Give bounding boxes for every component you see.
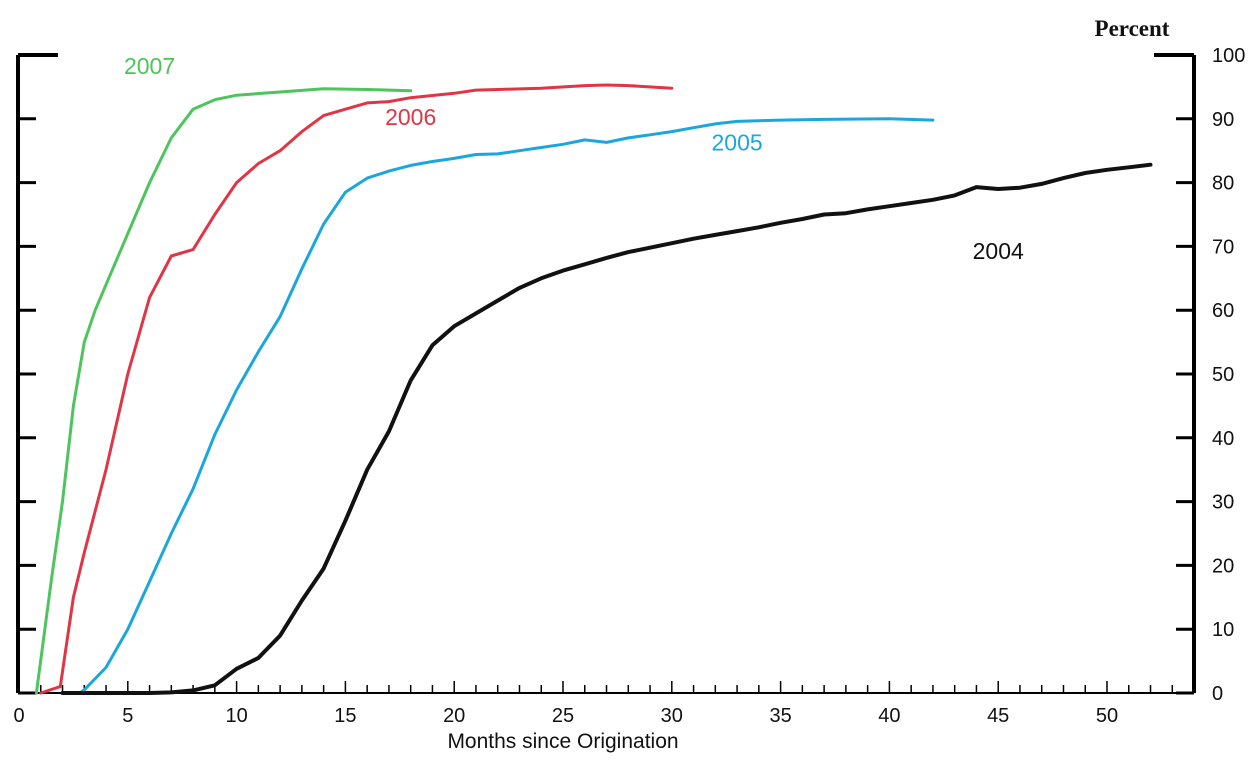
x-tick-label: 30 [661,705,683,727]
x-axis-title: Months since Origination [447,730,678,753]
y-tick-label: 100 [1212,45,1245,67]
series-line-2006 [39,83,674,695]
y-tick-label: 90 [1212,109,1234,131]
series-labels: 2007 2006 2005 2004 [124,53,1024,264]
x-tick-label: 5 [122,705,133,727]
chart-axes [16,53,1196,694]
series-label-2004: 2004 [973,238,1024,264]
x-tick-label: 35 [769,705,791,727]
x-tick-label: 0 [13,705,24,727]
y-axis-unit-label: Percent [1095,16,1170,41]
x-tick-label: 15 [334,705,356,727]
series-label-2007: 2007 [124,53,175,79]
y-axis-ticks: 0 10 20 30 40 50 60 70 80 90 100 [18,45,1245,705]
x-tick-label: 25 [552,705,574,727]
y-tick-label: 70 [1212,236,1234,258]
series-label-2006: 2006 [385,104,436,130]
x-tick-label: 45 [987,705,1009,727]
x-tick-label: 40 [878,705,900,727]
y-tick-label: 20 [1212,555,1234,577]
y-tick-label: 10 [1212,619,1234,641]
y-tick-label: 40 [1212,428,1234,450]
x-tick-label: 50 [1096,705,1118,727]
y-tick-label: 80 [1212,173,1234,195]
series-lines [34,83,1153,695]
series-line-2004 [60,162,1153,695]
series-line-2005 [78,117,935,695]
y-tick-label: 50 [1212,364,1234,386]
series-label-2005: 2005 [711,130,762,156]
x-axis-ticks: 0 5 10 15 20 25 30 35 40 45 50 [13,681,1174,727]
y-tick-label: 0 [1212,683,1223,705]
x-tick-label: 20 [443,705,465,727]
y-tick-label: 30 [1212,492,1234,514]
x-tick-label: 10 [225,705,247,727]
y-tick-label: 60 [1212,300,1234,322]
series-line-2007 [34,87,413,695]
